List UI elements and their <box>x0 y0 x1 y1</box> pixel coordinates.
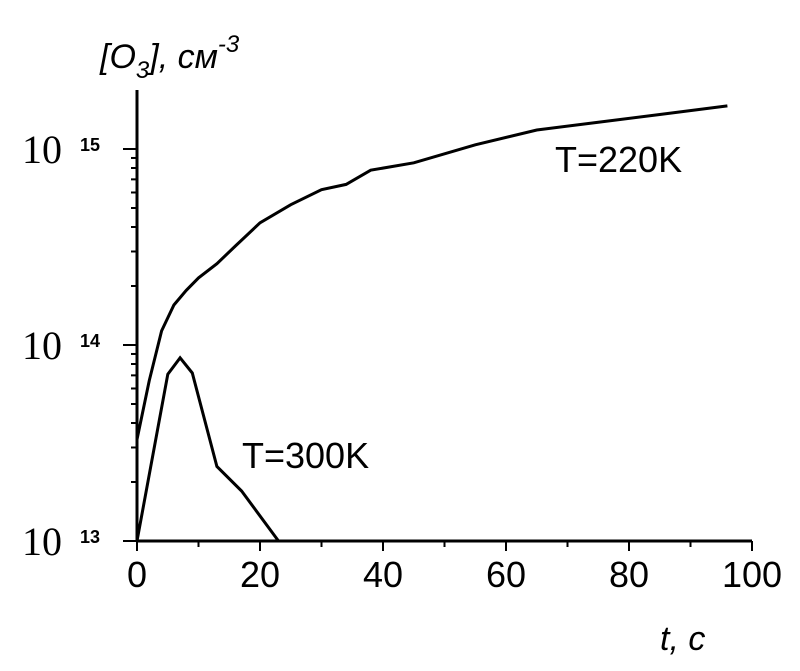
x-tick-label: 40 <box>363 554 403 595</box>
series-label: T=300K <box>242 435 369 476</box>
series-line <box>135 104 728 440</box>
series-line <box>135 355 280 542</box>
y-label-sup: -3 <box>218 31 240 58</box>
y-label-part: [O <box>99 38 136 76</box>
y-tick-exponent: 14 <box>80 331 100 351</box>
x-tick-label: 0 <box>127 554 147 595</box>
y-label-part: ], см <box>146 38 218 76</box>
x-axis-label: t, c <box>660 620 705 658</box>
x-tick-label: 80 <box>609 554 649 595</box>
x-tick-label: 60 <box>486 554 526 595</box>
y-tick-exponent: 15 <box>80 135 100 155</box>
y-label-sub: 3 <box>136 57 150 84</box>
y-tick-label: 10 <box>22 519 62 564</box>
x-tick-label: 20 <box>240 554 280 595</box>
y-tick-label: 10 <box>22 323 62 368</box>
series-label: T=220K <box>555 139 682 180</box>
x-tick-label: 100 <box>722 554 782 595</box>
y-axis-label: [O3], см-3 <box>99 31 240 84</box>
y-tick-exponent: 13 <box>80 527 100 547</box>
y-tick-label: 10 <box>22 127 62 172</box>
